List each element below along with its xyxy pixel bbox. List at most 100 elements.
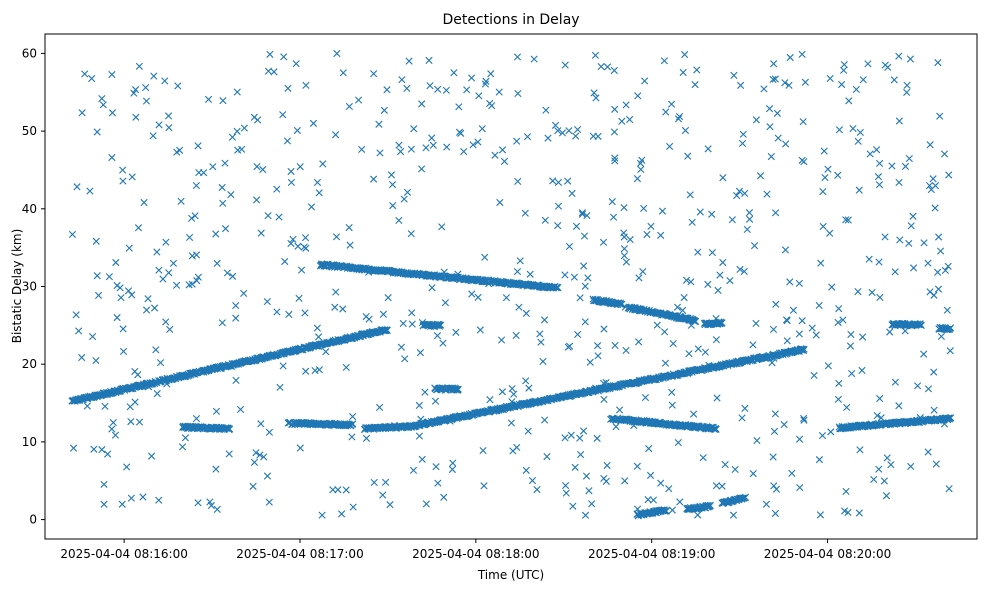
detection-marker [736,265,744,273]
detection-marker [945,171,953,179]
detection-marker [883,454,891,462]
detection-marker [469,141,477,149]
detection-marker [611,154,619,162]
detection-marker [342,486,350,494]
detection-marker [687,278,695,286]
detection-marker [415,401,423,409]
detection-marker [200,169,208,177]
detection-marker [947,414,955,422]
detection-marker [901,162,910,170]
detection-marker [72,311,80,319]
detection-marker [840,66,848,74]
detection-marker [346,241,354,249]
detection-marker [946,347,954,355]
detection-marker [767,153,775,161]
detection-marker [848,369,856,378]
detection-marker [508,384,516,393]
detection-marker [941,266,949,275]
detection-marker [930,291,938,299]
detection-marker [708,210,716,218]
detection-marker [641,393,650,402]
detection-marker [561,271,569,279]
detection-marker [701,348,709,356]
detection-marker [528,477,537,485]
detection-marker [772,485,781,493]
detection-marker [541,216,549,224]
detection-marker [644,496,652,504]
detection-marker [882,492,891,500]
detection-marker [771,75,779,83]
detection-marker [810,371,818,380]
detection-marker [90,445,98,453]
detection-marker [611,105,619,113]
detection-marker [569,502,577,510]
detection-marker [514,89,522,98]
detection-marker [422,144,430,152]
detection-marker [874,173,883,181]
detection-marker [719,258,727,267]
detection-marker [718,482,726,490]
detection-marker [233,88,241,96]
detection-marker [771,410,779,418]
detection-marker [881,61,889,69]
detection-marker [252,449,260,457]
detection-marker [888,162,896,170]
detection-marker [302,81,310,89]
detection-marker [714,286,722,294]
detection-marker [887,461,895,469]
detection-marker [349,420,357,428]
detection-marker [370,478,378,486]
detection-marker [383,86,391,94]
detection-marker [876,159,884,167]
detection-marker [856,446,864,454]
detection-marker [253,163,261,171]
detection-marker [522,309,530,317]
detection-marker [162,318,170,326]
detection-marker [699,454,707,462]
detection-marker [128,291,136,299]
detection-marker [620,203,628,212]
detection-marker [694,511,702,519]
detection-marker [425,56,433,64]
detection-marker [690,410,698,418]
detection-marker [661,328,669,336]
detection-marker [780,420,788,429]
detection-marker [240,124,248,132]
detection-marker [431,397,440,405]
detection-marker [516,257,524,265]
detection-marker [895,402,903,410]
detection-marker [578,210,586,218]
detection-marker [78,109,86,117]
detection-marker [429,141,437,149]
detection-marker [611,157,619,165]
detection-marker [81,70,89,78]
detection-marker [301,234,310,242]
detection-marker [83,402,91,410]
detection-marker [418,318,427,327]
detection-marker [549,177,557,185]
detection-marker [86,187,94,195]
detection-marker [876,394,884,403]
detection-marker [564,177,572,185]
detection-marker [795,330,803,338]
detection-marker [418,165,426,173]
detection-marker [127,494,135,502]
detection-marker [818,431,827,440]
detection-marker [730,71,738,79]
detection-marker [668,506,676,514]
detection-marker [741,493,750,501]
detection-marker [265,498,273,506]
detection-marker [827,428,835,436]
detection-marker [140,198,148,207]
detection-marker [491,151,499,159]
detection-marker [768,359,776,367]
detection-marker [117,294,125,302]
detection-marker [612,423,620,431]
detection-marker [259,165,267,174]
x-axis-label: Time (UTC) [477,568,544,582]
detection-marker [674,438,682,447]
detection-marker [173,148,181,156]
x-tick-label: 2025-04-04 08:17:00 [236,547,363,561]
detection-marker [165,269,173,277]
detection-marker [745,209,754,217]
